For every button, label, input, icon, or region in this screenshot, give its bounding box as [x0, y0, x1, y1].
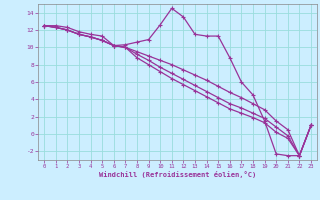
X-axis label: Windchill (Refroidissement éolien,°C): Windchill (Refroidissement éolien,°C)	[99, 171, 256, 178]
